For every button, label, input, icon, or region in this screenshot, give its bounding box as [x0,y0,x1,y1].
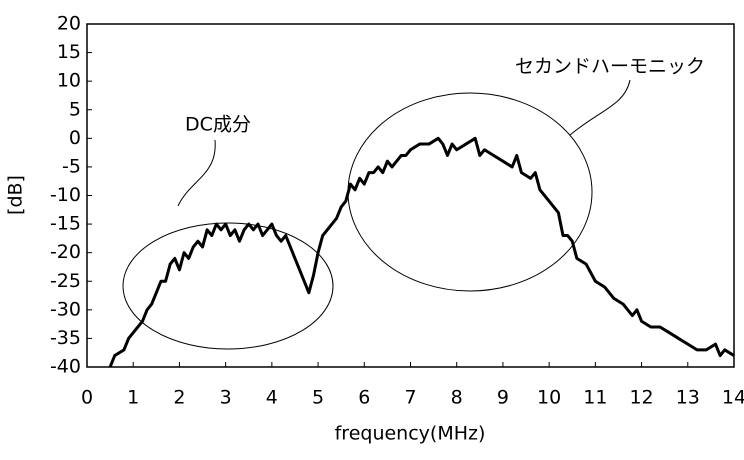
y-tick-label: -10 [50,184,81,206]
spectrum-line [110,138,734,367]
y-tick-label: -25 [50,270,81,292]
x-tick-label: 4 [266,387,278,409]
y-tick-label: -30 [50,298,81,320]
x-tick-label: 8 [451,387,463,409]
y-tick-label: -20 [50,241,81,263]
x-tick-label: 12 [629,387,653,409]
x-tick-label: 2 [173,387,185,409]
annotation: DC成分 [185,114,251,136]
y-axis-label: [dB] [5,175,27,215]
y-tick-label: 10 [57,70,81,92]
x-tick-label: 1 [127,387,139,409]
y-tick-label: 20 [57,13,81,35]
x-tick-label: 9 [497,387,509,409]
y-tick-label: -35 [50,327,81,349]
y-tick-label: 5 [69,98,81,120]
x-tick-label: 3 [220,387,232,409]
x-tick-label: 0 [81,387,93,409]
x-tick-label: 14 [722,387,744,409]
x-axis-label: frequency(MHz) [335,423,486,445]
y-tick-label: 15 [57,41,81,63]
x-tick-label: 13 [676,387,700,409]
y-tick-label: -5 [62,155,81,177]
x-tick-label: 6 [358,387,370,409]
annotation: セカンドハーモニック [515,56,705,78]
harmonic-ellipse [348,93,592,291]
x-tick-label: 11 [583,387,607,409]
harmonic-leader [570,80,630,135]
y-tick-label: -40 [50,356,81,378]
y-tick-label: -15 [50,213,81,235]
y-tick-label: 0 [69,127,81,149]
x-tick-label: 10 [537,387,561,409]
dc-ellipse [123,223,333,349]
x-tick-label: 5 [312,387,324,409]
dc-leader [178,140,215,206]
x-tick-label: 7 [404,387,416,409]
